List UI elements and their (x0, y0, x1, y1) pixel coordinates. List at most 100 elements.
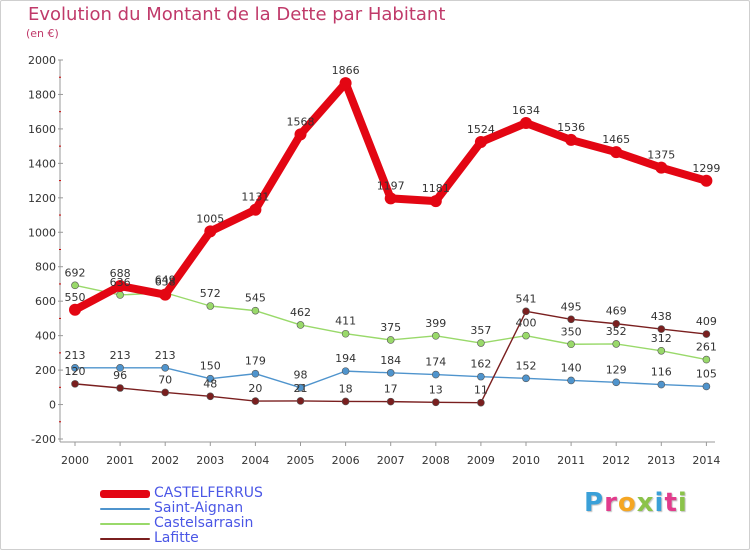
data-label: 70 (158, 373, 172, 386)
y-tick-label: 1800 (28, 88, 56, 101)
data-point (384, 192, 397, 205)
x-tick-label: 2011 (557, 454, 585, 467)
data-point (296, 397, 305, 405)
data-point (612, 319, 621, 328)
data-point (431, 398, 440, 407)
data-label: 541 (516, 292, 537, 305)
data-label: 1375 (647, 149, 675, 162)
x-tick-label: 2013 (647, 454, 675, 467)
logo-letter: i (677, 488, 688, 518)
data-point (161, 364, 169, 372)
data-point (567, 340, 575, 349)
data-point (386, 369, 395, 377)
chart-legend: CASTELFERRUS Saint-Aignan Castelsarrasin La… (100, 486, 400, 546)
data-label: 375 (380, 321, 401, 334)
data-label: 462 (290, 306, 311, 319)
data-point (522, 307, 530, 316)
x-tick-label: 2004 (241, 454, 269, 467)
data-label: 1465 (602, 133, 630, 146)
y-tick-label: 2000 (28, 54, 56, 67)
data-point (567, 315, 575, 324)
data-label: 469 (606, 305, 627, 318)
x-tick-label: 2006 (332, 454, 360, 467)
y-tick-label: 400 (35, 330, 56, 343)
logo-letter: r (604, 488, 618, 518)
x-tick-label: 2008 (422, 454, 450, 467)
data-label: 152 (516, 359, 537, 372)
data-point (114, 280, 127, 293)
chart-title: Evolution du Montant de la Dette par Hab… (28, 4, 446, 25)
data-label: 18 (339, 382, 353, 395)
data-label: 409 (696, 315, 717, 328)
data-point (612, 378, 621, 387)
data-point (206, 374, 215, 383)
data-point (565, 133, 578, 146)
data-label: 411 (335, 315, 356, 328)
x-tick-label: 2007 (377, 454, 405, 467)
y-tick-label: 1400 (28, 157, 56, 170)
data-point (116, 364, 124, 372)
legend-label: Lafitte (154, 530, 199, 546)
x-tick-label: 2000 (61, 454, 89, 467)
data-point (520, 117, 532, 130)
legend-label: Saint-Aignan (154, 500, 244, 516)
data-label: 17 (384, 383, 398, 396)
data-point (702, 330, 711, 338)
data-point (431, 370, 440, 379)
data-label: 261 (696, 341, 717, 354)
data-label: 116 (651, 366, 672, 379)
y-tick-label: 200 (35, 364, 56, 377)
data-point (429, 195, 442, 208)
data-point (71, 380, 79, 388)
logo-letter: i (654, 488, 665, 518)
data-point (522, 374, 530, 383)
legend-item: CASTELFERRUS (100, 486, 400, 501)
data-point (474, 136, 487, 149)
data-label: 438 (651, 310, 672, 323)
data-label: 184 (380, 354, 401, 367)
proxiti-logo: Proxiti (584, 488, 688, 518)
x-tick-label: 2012 (602, 454, 630, 467)
data-label: 213 (155, 349, 176, 362)
data-point (71, 281, 79, 290)
data-point (296, 383, 305, 392)
data-point (71, 364, 79, 372)
data-point (702, 355, 711, 364)
data-point (251, 369, 260, 378)
data-label: 140 (561, 361, 582, 374)
data-point (386, 336, 395, 344)
x-tick-label: 2003 (196, 454, 224, 467)
data-label: 692 (65, 266, 86, 279)
data-point (249, 203, 262, 216)
data-point (386, 397, 395, 406)
data-point (69, 303, 81, 316)
data-label: 1524 (467, 123, 495, 136)
logo-letter: t (664, 488, 678, 518)
data-label: 495 (561, 300, 582, 313)
y-tick-label: 1000 (28, 226, 56, 239)
data-label: 1634 (512, 104, 540, 117)
data-point (612, 340, 621, 348)
data-point (657, 380, 666, 389)
legend-swatch (100, 489, 150, 498)
data-point (116, 384, 124, 392)
data-label: 194 (335, 352, 356, 365)
data-label: 312 (651, 332, 672, 345)
data-point (657, 325, 666, 333)
data-point (341, 367, 350, 375)
chart-subtitle: (en €) (26, 27, 59, 40)
data-label: 357 (470, 324, 491, 337)
y-tick-label: 1200 (28, 192, 56, 205)
data-point (655, 161, 668, 174)
y-tick-label: 0 (49, 399, 56, 412)
x-tick-label: 2002 (151, 454, 179, 467)
data-point (206, 392, 215, 401)
data-point (522, 331, 530, 340)
data-point (251, 306, 260, 315)
data-label: 649 (155, 274, 176, 287)
logo-letter: o (617, 488, 637, 518)
data-label: 129 (606, 363, 627, 376)
data-point (477, 339, 485, 347)
data-label: 48 (203, 377, 217, 390)
